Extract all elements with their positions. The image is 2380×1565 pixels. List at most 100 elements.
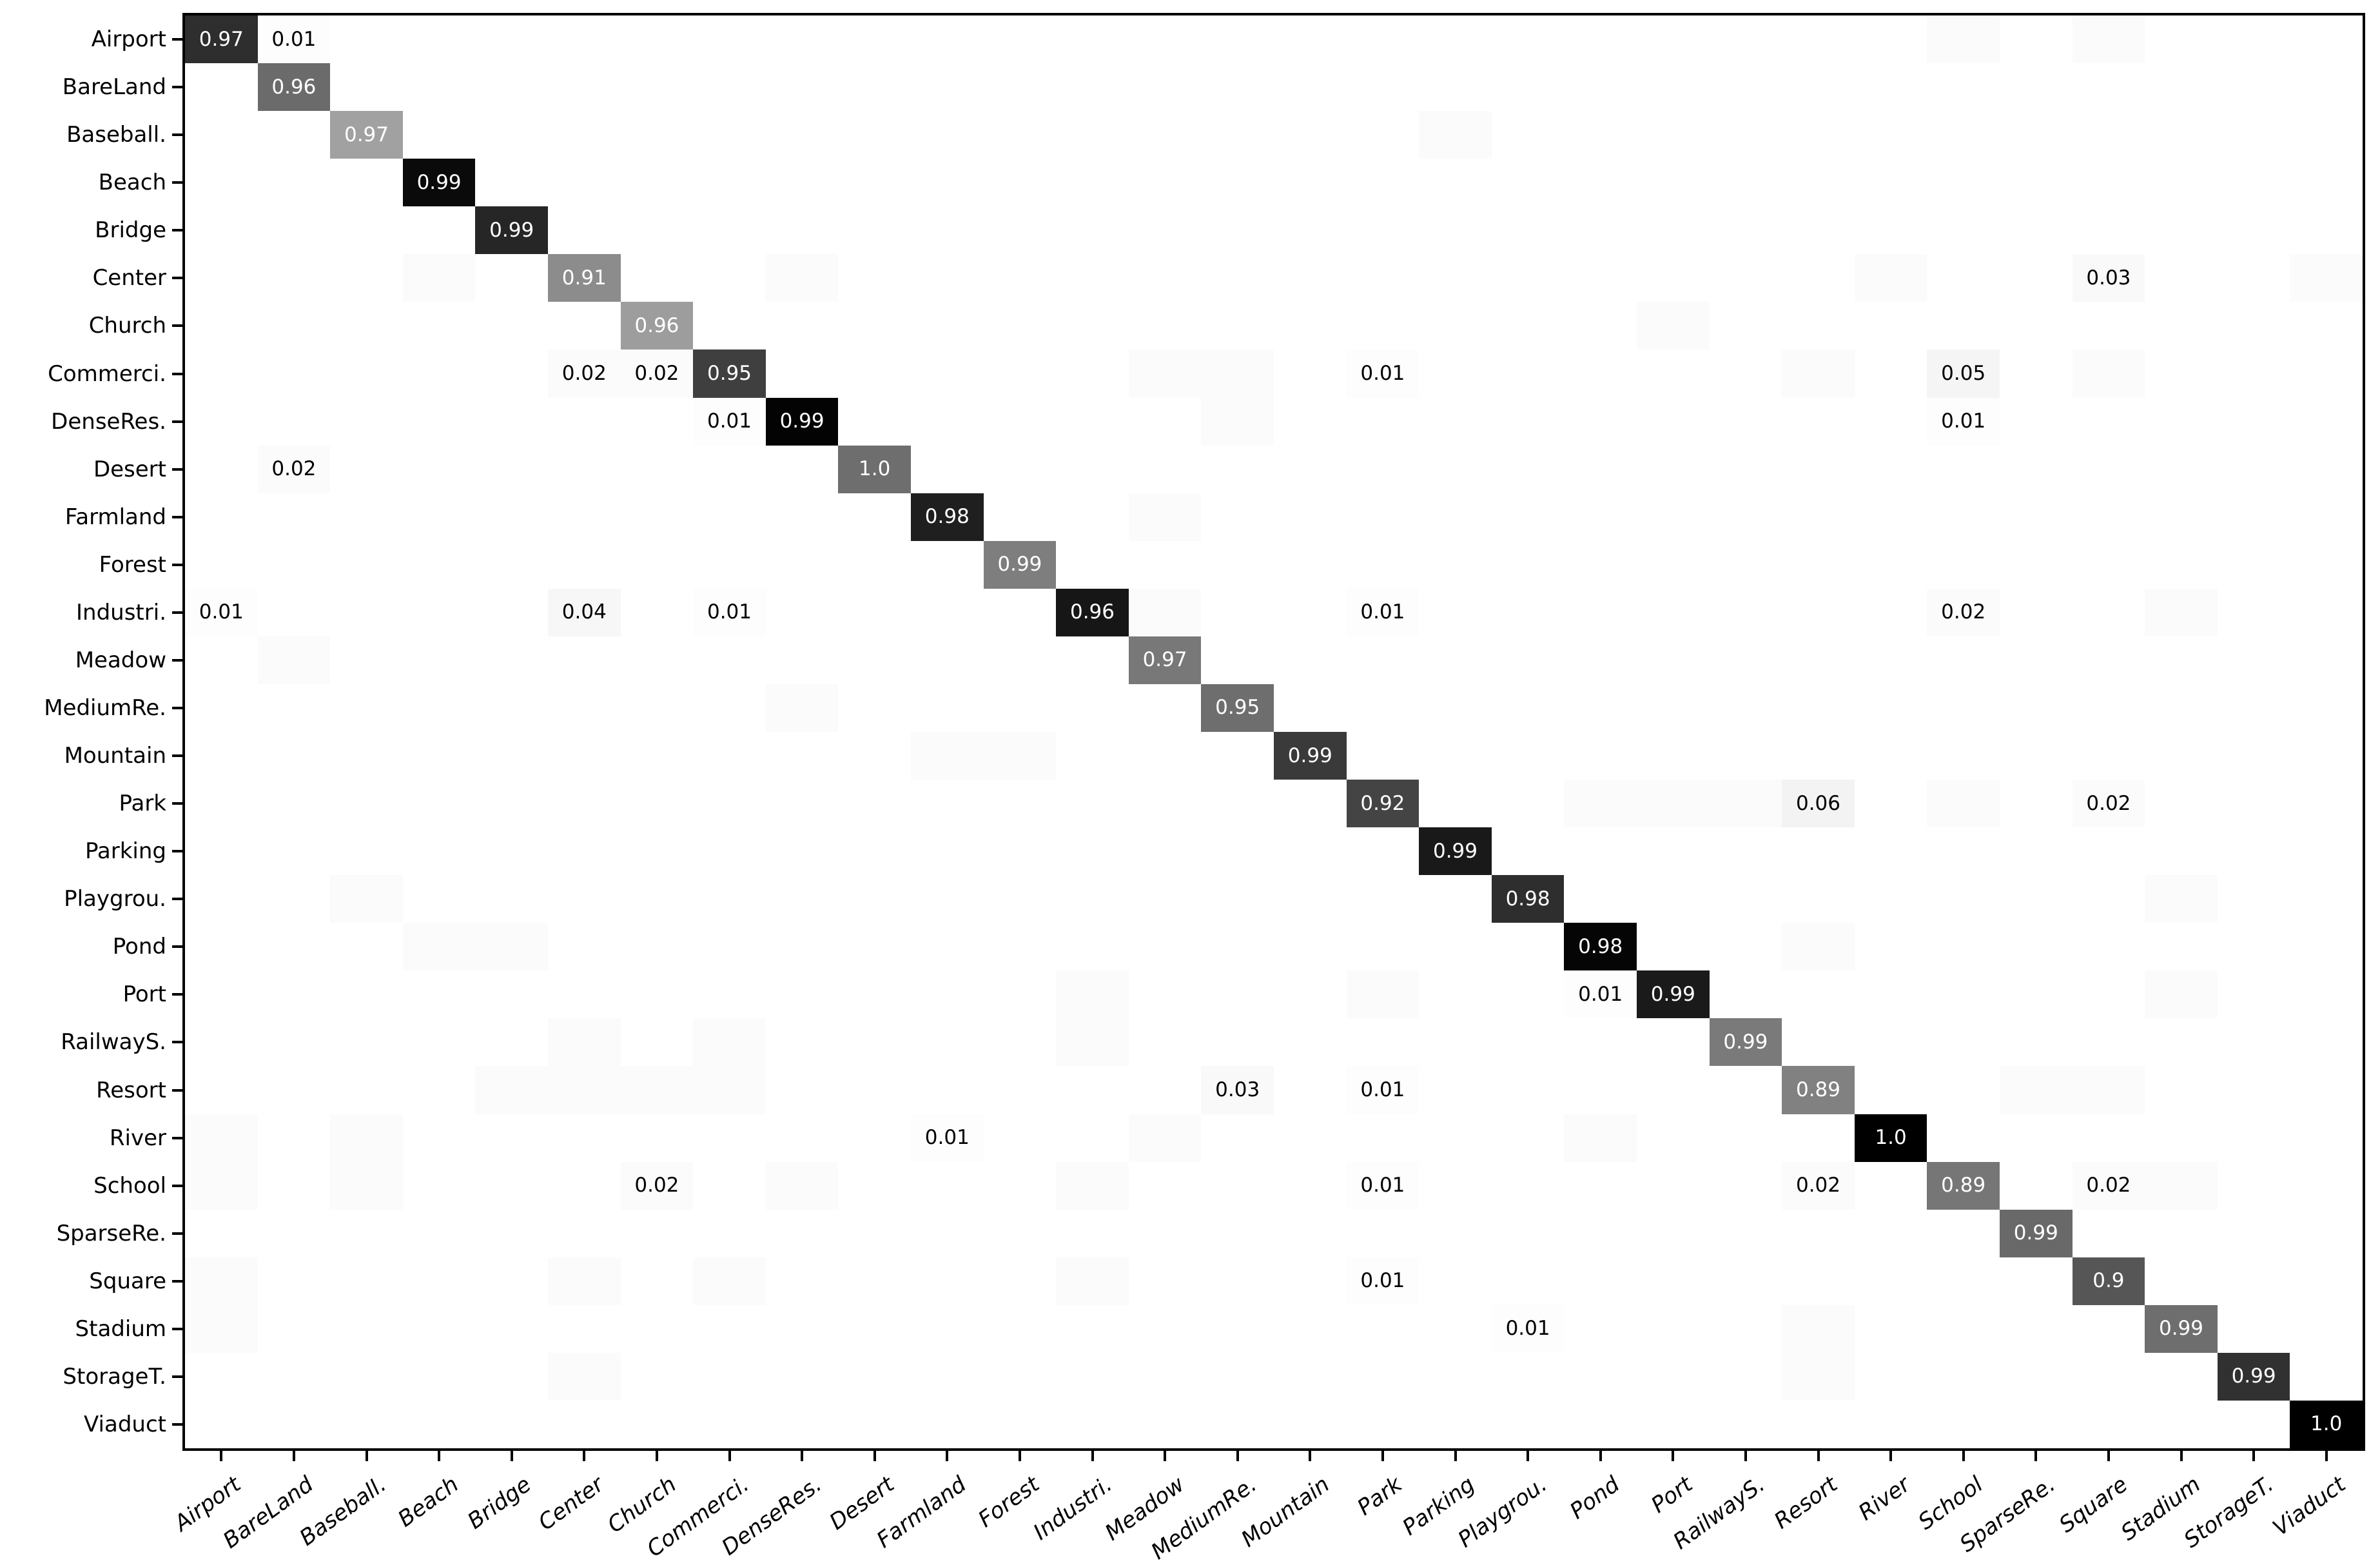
cell-value: 0.99 [1287, 743, 1332, 767]
matrix-cell [1128, 493, 1202, 541]
y-axis-label: RailwayS. [61, 1029, 166, 1056]
diagonal-cell: 0.99 [475, 206, 548, 255]
matrix-cell: 0.01 [693, 397, 766, 446]
matrix-cell: 0.02 [257, 445, 331, 493]
cell-value: 0.02 [1795, 1174, 1840, 1197]
y-tick-mark [172, 181, 185, 184]
diagonal-cell: 0.99 [1637, 970, 1710, 1019]
matrix-cell [1637, 780, 1710, 828]
matrix-cell [1564, 1114, 1637, 1162]
matrix-cell: 0.04 [548, 588, 621, 636]
y-axis-label: Meadow [75, 647, 166, 673]
y-tick-mark [172, 1375, 185, 1378]
diagonal-cell: 0.99 [765, 397, 839, 446]
diagonal-cell: 0.99 [402, 159, 476, 207]
cell-value: 0.92 [1360, 791, 1405, 815]
x-axis-label: Industri. [1028, 1471, 1117, 1546]
matrix-cell [548, 1257, 621, 1305]
x-tick-mark [2180, 1448, 2183, 1461]
matrix-cell: 0.03 [1201, 1066, 1274, 1114]
diagonal-cell: 0.96 [1056, 588, 1129, 636]
matrix-cell [1782, 1352, 1855, 1401]
plot-area: 0.01 0.03 0.02 0.02 0.01 0.05 0.01 0.01 0.02 0.01… [182, 13, 2365, 1451]
matrix-cell [911, 732, 984, 780]
cell-value: 0.01 [1360, 1078, 1405, 1101]
y-tick-mark [172, 754, 185, 758]
matrix-cell [693, 1257, 766, 1305]
cell-value: 0.96 [634, 313, 679, 337]
cell-value: 0.02 [271, 457, 317, 481]
matrix-cell [1564, 780, 1637, 828]
x-tick-mark [220, 1448, 223, 1461]
x-tick-mark [2034, 1448, 2038, 1461]
x-tick-mark [1527, 1448, 1530, 1461]
cell-value: 0.01 [707, 600, 752, 624]
x-tick-mark [2107, 1448, 2110, 1461]
diagonal-cell: 0.97 [330, 111, 403, 159]
y-axis-label: Square [89, 1268, 166, 1294]
y-tick-mark [172, 1184, 185, 1187]
diagonal-cell: 0.98 [911, 493, 984, 541]
matrix-cell [1056, 1018, 1129, 1067]
matrix-cell [1346, 970, 1419, 1019]
matrix-cell [1927, 780, 2000, 828]
matrix-cell [1056, 1257, 1129, 1305]
cell-value: 0.99 [2013, 1221, 2058, 1245]
y-axis-label: Farmland [64, 504, 166, 530]
diagonal-cell: 1.0 [1854, 1114, 1927, 1162]
y-tick-mark [172, 898, 185, 901]
matrix-cell [765, 254, 839, 302]
y-axis-label: Baseball. [66, 122, 166, 148]
y-tick-mark [172, 1279, 185, 1283]
x-axis-label: Beach [393, 1471, 463, 1533]
matrix-cell [1201, 349, 1274, 398]
cell-value: 0.96 [271, 75, 317, 99]
cell-value: 0.95 [1215, 696, 1260, 720]
matrix-cell: 0.05 [1927, 349, 2000, 398]
y-tick-mark [172, 945, 185, 949]
cell-value: 0.98 [924, 505, 970, 529]
y-axis-label: School [93, 1172, 166, 1199]
matrix-cell: 0.01 [1346, 1161, 1419, 1210]
cell-value: 0.01 [1578, 982, 1623, 1006]
matrix-cell [765, 1161, 839, 1210]
y-tick-mark [172, 706, 185, 709]
matrix-cell: 0.02 [620, 349, 694, 398]
cell-value: 0.97 [199, 27, 244, 51]
matrix-cell [2290, 254, 2363, 302]
matrix-cell [1782, 349, 1855, 398]
x-tick-mark [873, 1448, 876, 1461]
matrix-cell [185, 1114, 258, 1162]
diagonal-cell: 0.89 [1782, 1066, 1855, 1114]
matrix-cell [185, 1304, 258, 1353]
cell-value: 0.97 [344, 123, 389, 146]
cell-value: 1.0 [2310, 1412, 2343, 1436]
y-tick-mark [172, 38, 185, 41]
x-axis-label: Port [1646, 1471, 1697, 1519]
cell-value: 0.01 [1360, 361, 1405, 385]
y-axis-label: River [109, 1125, 166, 1151]
matrix-cell [1128, 1114, 1202, 1162]
cell-value: 0.03 [2086, 266, 2131, 290]
cell-value: 0.95 [707, 361, 752, 385]
matrix-cell: 0.01 [1346, 1257, 1419, 1305]
y-axis-label: Forest [99, 551, 166, 578]
matrix-cell: 0.01 [1491, 1304, 1565, 1353]
matrix-cell [548, 1018, 621, 1067]
cell-value: 0.99 [416, 170, 462, 194]
cell-value: 0.98 [1505, 887, 1550, 910]
y-axis-label: Parking [84, 838, 166, 865]
x-axis-label: River [1853, 1471, 1915, 1526]
y-tick-mark [172, 993, 185, 996]
x-axis-label: Viaduct [2268, 1471, 2351, 1542]
y-tick-mark [172, 468, 185, 471]
diagonal-cell: 0.95 [693, 349, 766, 398]
matrix-cell [1782, 1304, 1855, 1353]
x-tick-mark [1091, 1448, 1094, 1461]
cell-value: 0.01 [924, 1126, 970, 1150]
diagonal-cell: 0.95 [1201, 684, 1274, 732]
y-axis-label: DenseRes. [51, 408, 166, 435]
x-tick-mark [1381, 1448, 1384, 1461]
matrix-cell [693, 1066, 766, 1114]
y-tick-mark [172, 420, 185, 423]
